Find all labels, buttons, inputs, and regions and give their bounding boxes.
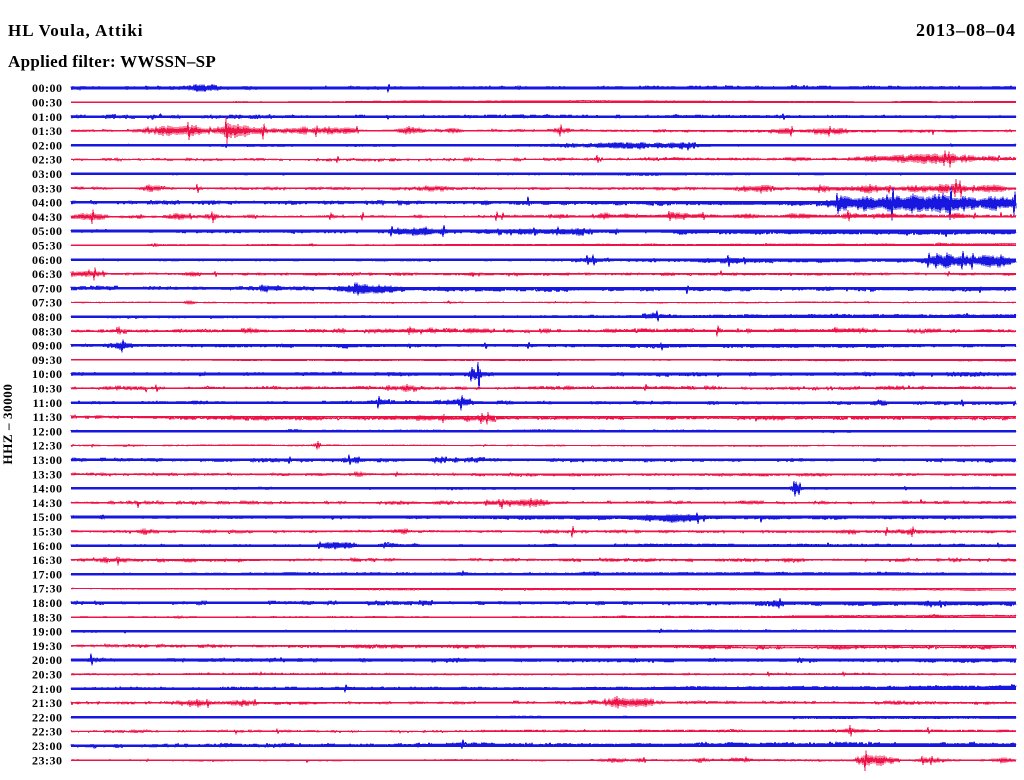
svg-text:10:30: 10:30	[32, 382, 63, 396]
svg-text:00:30: 00:30	[32, 96, 63, 110]
svg-text:17:00: 17:00	[32, 567, 63, 581]
svg-text:14:30: 14:30	[32, 496, 63, 510]
svg-text:16:30: 16:30	[32, 553, 63, 567]
svg-text:18:00: 18:00	[32, 596, 63, 610]
svg-text:17:30: 17:30	[32, 582, 63, 596]
svg-text:01:00: 01:00	[32, 110, 63, 124]
svg-text:07:30: 07:30	[32, 296, 63, 310]
svg-text:03:30: 03:30	[32, 181, 63, 195]
svg-text:08:00: 08:00	[32, 310, 63, 324]
svg-text:Applied filter: WWSSN–SP: Applied filter: WWSSN–SP	[8, 52, 216, 71]
svg-text:05:30: 05:30	[32, 239, 63, 253]
svg-text:08:30: 08:30	[32, 324, 63, 338]
svg-text:04:00: 04:00	[32, 196, 63, 210]
svg-text:11:30: 11:30	[33, 410, 63, 424]
svg-text:09:00: 09:00	[32, 339, 63, 353]
svg-text:22:30: 22:30	[32, 725, 63, 739]
svg-text:11:00: 11:00	[33, 396, 63, 410]
svg-text:02:30: 02:30	[32, 153, 63, 167]
svg-text:14:00: 14:00	[32, 482, 63, 496]
svg-text:21:30: 21:30	[32, 696, 63, 710]
svg-text:00:00: 00:00	[32, 81, 63, 95]
svg-text:15:00: 15:00	[32, 510, 63, 524]
svg-text:02:00: 02:00	[32, 138, 63, 152]
svg-text:09:30: 09:30	[32, 353, 63, 367]
svg-text:HL Voula, Attiki: HL Voula, Attiki	[8, 21, 144, 40]
svg-text:10:00: 10:00	[32, 367, 63, 381]
svg-text:06:00: 06:00	[32, 253, 63, 267]
svg-text:03:00: 03:00	[32, 167, 63, 181]
svg-text:13:00: 13:00	[32, 453, 63, 467]
svg-text:20:00: 20:00	[32, 653, 63, 667]
svg-text:23:30: 23:30	[32, 753, 63, 767]
svg-text:06:30: 06:30	[32, 267, 63, 281]
svg-text:2013–08–04: 2013–08–04	[916, 20, 1016, 40]
svg-text:16:00: 16:00	[32, 539, 63, 553]
svg-text:19:30: 19:30	[32, 639, 63, 653]
svg-text:22:00: 22:00	[32, 710, 63, 724]
svg-text:20:30: 20:30	[32, 668, 63, 682]
svg-text:13:30: 13:30	[32, 467, 63, 481]
svg-text:12:30: 12:30	[32, 439, 63, 453]
svg-text:HHZ – 30000: HHZ – 30000	[0, 384, 15, 465]
svg-text:05:00: 05:00	[32, 224, 63, 238]
svg-text:07:00: 07:00	[32, 281, 63, 295]
svg-text:21:00: 21:00	[32, 682, 63, 696]
svg-text:18:30: 18:30	[32, 610, 63, 624]
svg-text:19:00: 19:00	[32, 625, 63, 639]
svg-text:12:00: 12:00	[32, 424, 63, 438]
svg-text:15:30: 15:30	[32, 525, 63, 539]
svg-text:04:30: 04:30	[32, 210, 63, 224]
svg-text:01:30: 01:30	[32, 124, 63, 138]
svg-text:23:00: 23:00	[32, 739, 63, 753]
